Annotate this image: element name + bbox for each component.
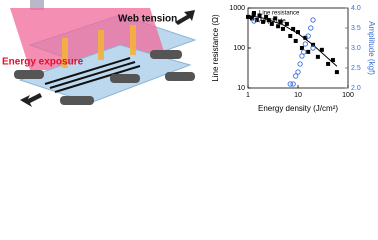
y2-tick-label: 3.0 — [351, 45, 361, 52]
y2-tick-label: 2.0 — [351, 85, 361, 92]
point-square — [296, 30, 300, 35]
point-circle — [301, 49, 307, 55]
point-square — [326, 61, 331, 66]
legend-marker — [252, 11, 256, 15]
legend-label: Amplitude — [259, 19, 286, 25]
x-tick-label: 1 — [246, 92, 250, 99]
rollers — [14, 50, 195, 105]
point-square — [288, 33, 293, 38]
film-lower — [18, 44, 192, 104]
point-square — [261, 19, 266, 24]
point-circle — [295, 69, 301, 75]
figure: Web tension Energy exposure 1 10 100101001… — [2, 0, 376, 113]
point-square — [278, 19, 283, 24]
point-square — [299, 46, 304, 50]
point-circle — [293, 73, 299, 79]
x-tick-label: 100 — [342, 92, 354, 99]
point-square — [306, 49, 311, 54]
label-web-tension: Web tension — [118, 14, 177, 25]
point-square — [334, 70, 339, 75]
point-square — [276, 24, 281, 29]
y2-tick-label: 3.5 — [351, 25, 361, 32]
y2-axis-title: Amplitude (kgf) — [367, 21, 376, 75]
point-square — [257, 13, 262, 18]
diagram: Web tension Energy exposure — [2, 0, 197, 107]
point-circle — [310, 17, 316, 23]
point-square — [273, 16, 278, 21]
point-circle — [302, 41, 308, 47]
point-square — [284, 21, 289, 26]
point-circle — [305, 33, 311, 39]
beams — [62, 25, 136, 68]
legend-label: Line resistance — [259, 11, 300, 17]
y-axis-title: Line resistance (Ω) — [211, 14, 220, 82]
y-tick-label: 1000 — [229, 5, 245, 12]
point-square — [319, 47, 324, 52]
y2-tick-label: 4.0 — [351, 5, 361, 12]
point-square — [291, 26, 296, 31]
y2-tick-label: 2.5 — [351, 65, 361, 72]
point-square — [264, 14, 269, 19]
label-energy-exposure: Energy exposure — [2, 57, 84, 68]
point-square — [293, 38, 298, 43]
fit-line — [247, 14, 338, 67]
point-square — [249, 16, 254, 21]
point-square — [246, 14, 250, 19]
point-square — [330, 58, 335, 63]
y-tick-label: 100 — [233, 45, 245, 52]
point-circle — [287, 81, 293, 87]
y-tick-label: 10 — [237, 85, 245, 92]
point-square — [269, 21, 274, 26]
arrows — [20, 10, 195, 107]
legend-marker — [251, 18, 257, 24]
point-square — [315, 54, 320, 59]
lines — [44, 57, 141, 93]
point-circle — [290, 81, 296, 87]
point-circle — [297, 61, 303, 67]
point-square — [254, 18, 259, 23]
x-axis-title: Energy density (J/cm²) — [258, 104, 338, 113]
x-tick-label: 10 — [294, 92, 302, 99]
point-square — [280, 26, 285, 31]
point-circle — [308, 25, 314, 31]
point-circle — [310, 45, 316, 51]
point-square — [303, 35, 308, 40]
roller — [30, 0, 44, 10]
